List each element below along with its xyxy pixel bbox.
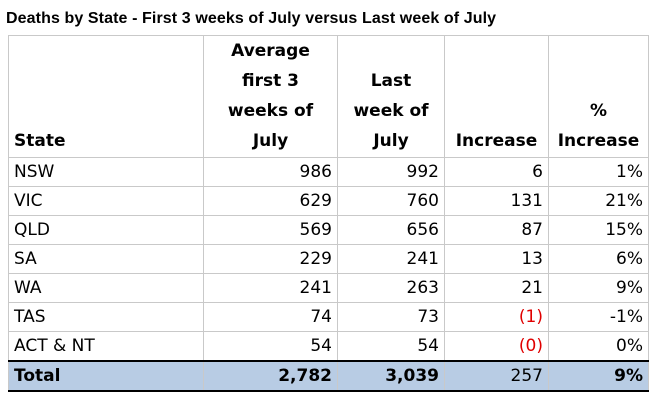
- table-row: VIC 629 760 131 21%: [8, 186, 649, 216]
- last-week-cell: 54: [337, 331, 445, 362]
- table-row: NSW 986 992 6 1%: [8, 157, 649, 187]
- percent-increase-cell: 6%: [548, 244, 649, 274]
- total-label: Total: [8, 360, 204, 392]
- average-cell: 74: [203, 302, 338, 332]
- increase-cell: 13: [444, 244, 549, 274]
- last-week-cell: 760: [337, 186, 445, 216]
- last-week-cell: 656: [337, 215, 445, 245]
- column-header-state: State: [8, 35, 204, 158]
- state-cell: ACT & NT: [8, 331, 204, 362]
- state-cell: NSW: [8, 157, 204, 187]
- increase-cell: 131: [444, 186, 549, 216]
- percent-increase-cell: 21%: [548, 186, 649, 216]
- average-cell: 986: [203, 157, 338, 187]
- page-title: Deaths by State - First 3 weeks of July …: [6, 10, 497, 27]
- state-cell: VIC: [8, 186, 204, 216]
- percent-increase-cell: 1%: [548, 157, 649, 187]
- header-row: State Average first 3 weeks of July Last…: [8, 35, 649, 158]
- total-increase-cell: 257: [444, 360, 549, 392]
- average-cell: 629: [203, 186, 338, 216]
- percent-increase-cell: 9%: [548, 273, 649, 303]
- average-cell: 229: [203, 244, 338, 274]
- column-header-increase: Increase: [444, 35, 549, 158]
- increase-cell: 6: [444, 157, 549, 187]
- state-cell: QLD: [8, 215, 204, 245]
- column-header-percent-increase: % Increase: [548, 35, 649, 158]
- column-header-average: Average first 3 weeks of July: [203, 35, 338, 158]
- average-cell: 54: [203, 331, 338, 362]
- table-row: ACT & NT 54 54 (0) 0%: [8, 331, 649, 362]
- total-average-cell: 2,782: [203, 360, 338, 392]
- total-row: Total 2,782 3,039 257 9%: [8, 360, 649, 392]
- last-week-cell: 263: [337, 273, 445, 303]
- column-header-last-week: Last week of July: [337, 35, 445, 158]
- increase-cell: 87: [444, 215, 549, 245]
- total-percent-cell: 9%: [548, 360, 649, 392]
- last-week-cell: 241: [337, 244, 445, 274]
- percent-increase-cell: -1%: [548, 302, 649, 332]
- increase-cell: (1): [444, 302, 549, 332]
- increase-cell: 21: [444, 273, 549, 303]
- state-cell: TAS: [8, 302, 204, 332]
- total-last-week-cell: 3,039: [337, 360, 445, 392]
- last-week-cell: 73: [337, 302, 445, 332]
- percent-increase-cell: 0%: [548, 331, 649, 362]
- table-row: SA 229 241 13 6%: [8, 244, 649, 274]
- last-week-cell: 992: [337, 157, 445, 187]
- increase-cell: (0): [444, 331, 549, 362]
- table-body: NSW 986 992 6 1% VIC 629 760 131 21% QLD 569 656 87 15…: [8, 157, 649, 362]
- state-cell: SA: [8, 244, 204, 274]
- average-cell: 569: [203, 215, 338, 245]
- state-cell: WA: [8, 273, 204, 303]
- deaths-table: State Average first 3 weeks of July Last…: [8, 35, 649, 392]
- average-cell: 241: [203, 273, 338, 303]
- table-row: WA 241 263 21 9%: [8, 273, 649, 303]
- table-row: TAS 74 73 (1) -1%: [8, 302, 649, 332]
- table-row: QLD 569 656 87 15%: [8, 215, 649, 245]
- percent-increase-cell: 15%: [548, 215, 649, 245]
